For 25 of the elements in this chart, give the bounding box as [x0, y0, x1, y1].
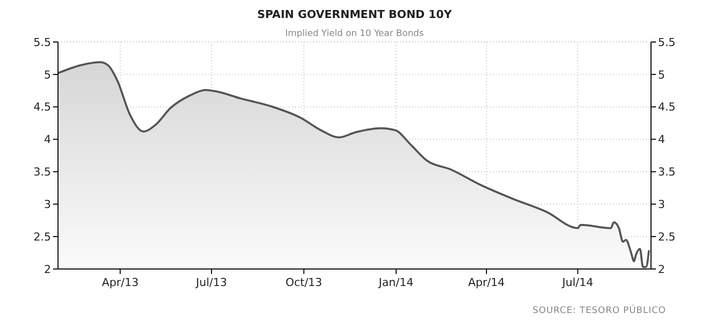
y2-tick-label: 2: [658, 262, 665, 276]
x-tick-label: Oct/13: [285, 276, 322, 289]
y2-tick-label: 3: [658, 198, 665, 211]
x-tick-label: Apr/14: [468, 276, 505, 289]
x-tick-label: Jul/13: [195, 276, 228, 289]
y-tick-label: 3: [44, 198, 51, 211]
y2-tick-label: 5: [658, 68, 665, 82]
y-tick-label: 2: [44, 262, 51, 276]
y2-tick-label: 5.5: [658, 36, 676, 49]
chart-title: SPAIN GOVERNMENT BOND 10Y: [257, 8, 453, 21]
y2-tick-label: 2.5: [658, 230, 676, 244]
x-tick-label: Apr/13: [102, 276, 139, 289]
chart-subtitle: Implied Yield on 10 Year Bonds: [285, 29, 424, 39]
x-tick-label: Jul/14: [561, 276, 594, 289]
x-tick-label: Jan/14: [378, 276, 414, 289]
y2-tick-label: 3.5: [658, 166, 676, 179]
y-tick-label: 4: [44, 133, 51, 146]
y-tick-label: 2.5: [34, 230, 51, 244]
y2-tick-label: 4: [658, 133, 665, 146]
y-tick-label: 5.5: [34, 36, 51, 49]
y-tick-label: 5: [44, 68, 51, 82]
y2-tick-label: 4.5: [658, 100, 676, 114]
source-note: SOURCE: TESORO PÚBLICO: [532, 304, 666, 316]
y-tick-label: 4.5: [34, 100, 51, 114]
y-tick-label: 3.5: [34, 166, 51, 179]
